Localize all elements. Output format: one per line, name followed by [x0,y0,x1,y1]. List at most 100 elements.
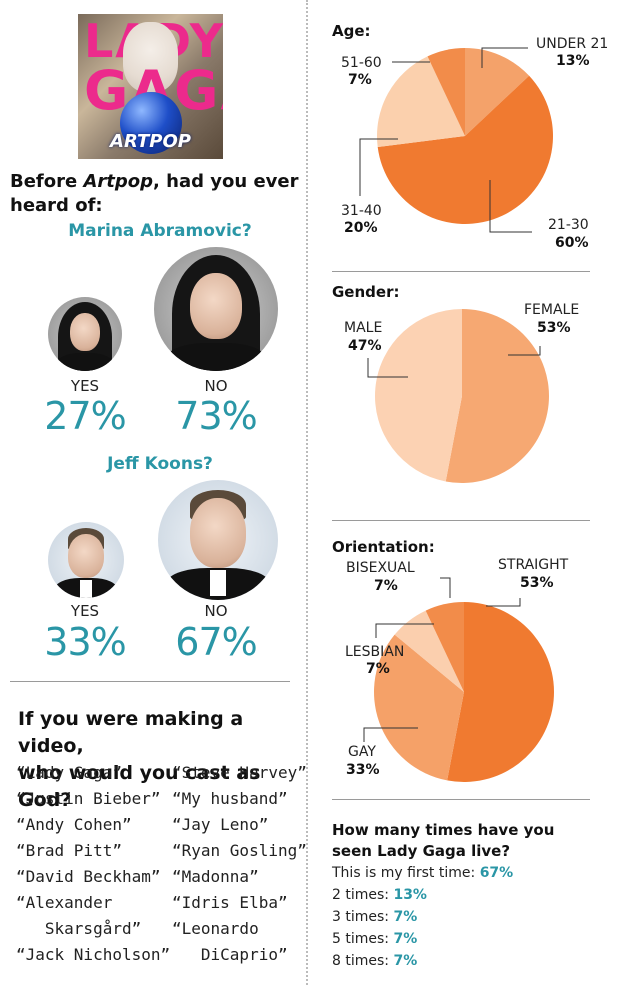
live-times-list: This is my first time: 67% 2 times: 13% … [332,862,612,972]
live-row-value: 7% [393,931,418,947]
orient-leader-straight [486,598,521,607]
album-figure [123,22,178,92]
pie-slice-bisexual [425,602,464,692]
gender-leader-male [367,358,408,378]
orient-label-straight: STRAIGHT [498,557,569,573]
pie-slice-21-30 [377,75,553,225]
blue-gazing-ball [120,92,182,154]
gender-label-male: MALE [344,320,383,336]
age-pie-slices [377,48,553,225]
quote-item: Skarsgård” [16,919,142,938]
quote-item: “Jack Nicholson” [16,945,171,964]
gender-pct-female: 53% [537,320,571,336]
live-row-label: 5 times: [332,931,389,947]
orient-leader-gay [363,727,418,742]
live-row-label: This is my first time: [332,865,476,881]
column-divider [306,0,308,985]
quote-item: “Brad Pitt” [16,841,122,860]
marina-yes-pct: 27% [44,394,126,438]
koons-large-portrait [158,480,278,600]
koons-yes-pct: 33% [44,620,126,664]
live-row: 8 times: 7% [332,950,612,972]
koons-no-pct: 67% [175,620,257,664]
gender-label-female: FEMALE [524,302,580,318]
quote-item: “My husband” [172,789,288,808]
pie-slice-gay [374,634,464,781]
age-label-under21: UNDER 21 [536,36,609,52]
pie-slice-straight [447,602,554,782]
gender-pct-male: 47% [348,338,382,354]
album-title: ARTPOP [110,131,191,152]
quote-item: “Justin Bieber” [16,789,161,808]
right-divider-2 [332,520,590,521]
orient-pct-straight: 53% [520,575,554,591]
live-row-value: 13% [393,887,427,903]
quote-item: “Idris Elba” [172,893,288,912]
live-row-value: 67% [479,865,514,881]
quote-item: DiCaprio” [172,945,288,964]
quote-item: “Madonna” [172,867,259,886]
right-divider-3 [332,799,590,800]
koons-no-label: NO [204,602,228,620]
pie-slice-51-60 [427,48,465,136]
age-leader-3140 [359,138,398,196]
marina-question: Marina Abramovic? [68,221,252,241]
age-leader-2130 [489,180,532,233]
live-row-label: 3 times: [332,909,389,925]
quote-item: “Leonardo [172,919,259,938]
live-row-label: 2 times: [332,887,389,903]
gender-pie-chart [367,309,549,483]
koons-small-portrait [48,522,124,598]
quote-item: “Jay Leno” [172,815,269,834]
live-row: 3 times: 7% [332,906,612,928]
koons-question: Jeff Koons? [107,454,213,474]
awareness-question: Before Artpop, had you ever heard of: [10,170,300,218]
live-question-line1: How many times have you [332,821,555,839]
marina-small-portrait [48,297,122,371]
age-chart-title: Age: [332,22,371,40]
live-row-value: 7% [393,909,418,925]
pie-slice-female [445,309,549,483]
live-row: 5 times: 7% [332,928,612,950]
live-row-value: 7% [393,953,418,969]
gender-pie-slices [375,309,549,483]
pie-slice-male [375,309,462,482]
question-part: Before [10,171,84,192]
age-label-3140: 31-40 [341,203,382,219]
quote-column-1: “Lady Gaga” “Justin Bieber” “Andy Cohen”… [16,760,176,968]
left-divider [10,681,290,682]
age-pct-under21: 13% [556,53,590,69]
quote-item: “Andy Cohen” [16,815,132,834]
age-leader-under21 [481,47,528,68]
marina-large-portrait [154,247,278,371]
video-question-line2: who would you cast as God? [18,762,261,811]
gender-chart-title: Gender: [332,283,400,301]
video-question-line1: If you were making a video, [18,708,244,757]
live-row-label: 8 times: [332,953,389,969]
age-pct-2130: 60% [555,235,589,251]
quote-item: “David Beckham” [16,867,161,886]
live-row: This is my first time: 67% [332,862,612,884]
age-label-2130: 21-30 [548,217,589,233]
quote-column-2: “Steve Harvey” “My husband” “Jay Leno” “… [172,760,307,968]
video-question: If you were making a video, who would yo… [18,706,308,814]
orient-pct-bisexual: 7% [374,578,398,594]
live-question-line2: seen Lady Gaga live? [332,842,511,860]
orientation-pie-chart [363,577,554,782]
live-question: How many times have you seen Lady Gaga l… [332,820,612,862]
marina-yes-label: YES [70,377,100,395]
gender-leader-female [508,346,541,356]
pie-slice-under-21 [465,48,530,136]
question-part-italic: Artpop [83,171,154,192]
pie-slice-lesbian [394,610,464,692]
live-row: 2 times: 13% [332,884,612,906]
orient-leader-lesbian [375,623,434,638]
age-pct-3140: 20% [344,220,378,236]
orient-pct-gay: 33% [346,762,380,778]
pie-slice-31-40 [377,56,465,148]
marina-no-label: NO [204,377,228,395]
orient-pct-lesbian: 7% [366,661,390,677]
orientation-pie-slices [374,602,554,782]
age-pie-chart [359,47,553,233]
orient-label-bisexual: BISEXUAL [346,560,415,576]
